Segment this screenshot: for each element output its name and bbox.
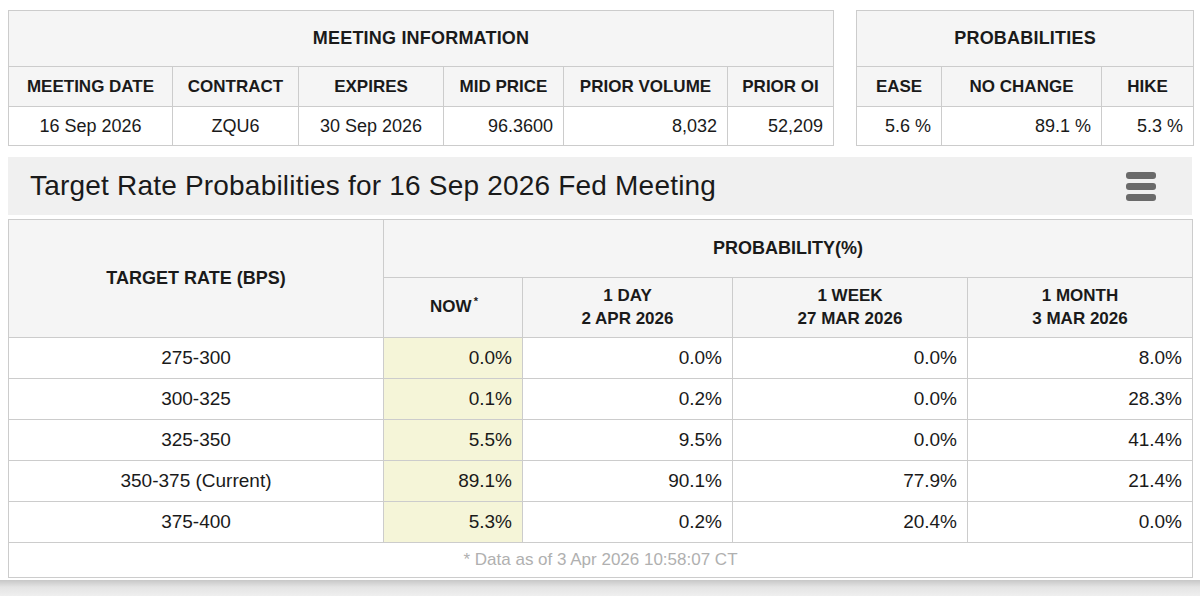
1-week-probability-cell: 0.0% [733, 338, 968, 379]
1-month-probability-cell: 8.0% [968, 338, 1193, 379]
menu-bar [1126, 172, 1156, 179]
ease-value: 5.6 % [857, 107, 942, 146]
hike-value: 5.3 % [1102, 107, 1194, 146]
now-probability-cell: 0.1% [384, 379, 523, 420]
data-as-of-footnote: * Data as of 3 Apr 2026 10:58:07 CT [9, 543, 1193, 578]
1-day-probability-cell: 9.5% [523, 420, 733, 461]
now-probability-cell: 5.5% [384, 420, 523, 461]
column-header-hike: HIKE [1102, 67, 1194, 107]
column-header-contract: CONTRACT [173, 67, 299, 107]
table-row: 300-325 0.1% 0.2% 0.0% 28.3% [9, 379, 1193, 420]
target-rate-cell: 375-400 [9, 502, 384, 543]
table-row: 275-300 0.0% 0.0% 0.0% 8.0% [9, 338, 1193, 379]
summary-tables-row: MEETING INFORMATION MEETING DATE CONTRAC… [8, 10, 1192, 146]
1-month-probability-cell: 41.4% [968, 420, 1193, 461]
target-rate-bps-header: TARGET RATE (BPS) [9, 220, 384, 338]
now-probability-cell: 5.3% [384, 502, 523, 543]
prior-volume-value: 8,032 [564, 107, 728, 146]
column-header-now: NOW* [384, 278, 523, 338]
prior-oi-value: 52,209 [728, 107, 834, 146]
contract-value: ZQU6 [173, 107, 299, 146]
target-rate-cell: 300-325 [9, 379, 384, 420]
1-day-probability-cell: 0.2% [523, 502, 733, 543]
probabilities-summary-table: PROBABILITIES EASE NO CHANGE HIKE 5.6 % … [856, 10, 1194, 146]
column-header-1-week: 1 WEEK 27 MAR 2026 [733, 278, 968, 338]
page-title: Target Rate Probabilities for 16 Sep 202… [30, 170, 716, 202]
section-title-bar: Target Rate Probabilities for 16 Sep 202… [8, 157, 1192, 215]
probabilities-summary-row: 5.6 % 89.1 % 5.3 % [857, 107, 1194, 146]
probability-group-header: PROBABILITY(%) [384, 220, 1193, 278]
column-header-expires: EXPIRES [299, 67, 444, 107]
now-probability-cell: 0.0% [384, 338, 523, 379]
column-header-1-month: 1 MONTH 3 MAR 2026 [968, 278, 1193, 338]
1-week-probability-cell: 0.0% [733, 420, 968, 461]
column-header-1-day: 1 DAY 2 APR 2026 [523, 278, 733, 338]
menu-bar [1126, 183, 1156, 190]
mid-price-value: 96.3600 [444, 107, 564, 146]
meeting-information-table: MEETING INFORMATION MEETING DATE CONTRAC… [8, 10, 834, 146]
meeting-date-value: 16 Sep 2026 [9, 107, 173, 146]
target-rate-cell: 350-375 (Current) [9, 461, 384, 502]
target-rate-cell: 275-300 [9, 338, 384, 379]
column-header-ease: EASE [857, 67, 942, 107]
1-month-probability-cell: 21.4% [968, 461, 1193, 502]
meeting-information-title: MEETING INFORMATION [9, 11, 834, 67]
table-row-current: 350-375 (Current) 89.1% 90.1% 77.9% 21.4… [9, 461, 1193, 502]
expires-value: 30 Sep 2026 [299, 107, 444, 146]
1-day-probability-cell: 0.2% [523, 379, 733, 420]
table-row: 375-400 5.3% 0.2% 20.4% 0.0% [9, 502, 1193, 543]
page-background-strip [0, 580, 1200, 596]
1-week-probability-cell: 20.4% [733, 502, 968, 543]
1-week-probability-cell: 0.0% [733, 379, 968, 420]
menu-bar [1126, 194, 1156, 201]
no-change-value: 89.1 % [942, 107, 1102, 146]
column-header-meeting-date: MEETING DATE [9, 67, 173, 107]
meeting-info-row: 16 Sep 2026 ZQU6 30 Sep 2026 96.3600 8,0… [9, 107, 834, 146]
target-rate-probabilities-table: TARGET RATE (BPS) PROBABILITY(%) NOW* 1 … [8, 219, 1193, 578]
target-rate-cell: 325-350 [9, 420, 384, 461]
probabilities-title: PROBABILITIES [857, 11, 1194, 67]
1-week-probability-cell: 77.9% [733, 461, 968, 502]
now-asterisk: * [474, 295, 478, 307]
column-header-prior-volume: PRIOR VOLUME [564, 67, 728, 107]
1-month-probability-cell: 28.3% [968, 379, 1193, 420]
hamburger-menu-icon[interactable] [1124, 169, 1158, 203]
column-header-prior-oi: PRIOR OI [728, 67, 834, 107]
1-day-probability-cell: 90.1% [523, 461, 733, 502]
column-header-mid-price: MID PRICE [444, 67, 564, 107]
now-probability-cell: 89.1% [384, 461, 523, 502]
column-header-no-change: NO CHANGE [942, 67, 1102, 107]
1-month-probability-cell: 0.0% [968, 502, 1193, 543]
table-row: 325-350 5.5% 9.5% 0.0% 41.4% [9, 420, 1193, 461]
1-day-probability-cell: 0.0% [523, 338, 733, 379]
